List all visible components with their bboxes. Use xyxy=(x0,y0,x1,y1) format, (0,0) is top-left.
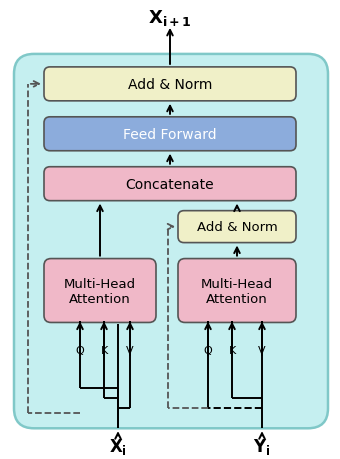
FancyBboxPatch shape xyxy=(14,55,328,428)
Text: K: K xyxy=(228,346,236,356)
Text: $\mathbf{Y_i}$: $\mathbf{Y_i}$ xyxy=(253,437,271,456)
Text: Concatenate: Concatenate xyxy=(126,177,214,191)
Text: Add & Norm: Add & Norm xyxy=(128,78,212,92)
Text: $\mathbf{X_{i+1}}$: $\mathbf{X_{i+1}}$ xyxy=(148,8,192,28)
Text: K: K xyxy=(100,346,108,356)
Text: Q: Q xyxy=(75,346,84,356)
Text: V: V xyxy=(126,346,134,356)
Text: V: V xyxy=(258,346,266,356)
Text: Multi-Head
Attention: Multi-Head Attention xyxy=(64,277,136,305)
Text: Multi-Head
Attention: Multi-Head Attention xyxy=(201,277,273,305)
FancyBboxPatch shape xyxy=(178,211,296,243)
FancyBboxPatch shape xyxy=(44,259,156,323)
FancyBboxPatch shape xyxy=(44,168,296,201)
Text: $\mathbf{X_i}$: $\mathbf{X_i}$ xyxy=(109,437,127,456)
Text: Feed Forward: Feed Forward xyxy=(123,128,217,141)
FancyBboxPatch shape xyxy=(44,68,296,101)
FancyBboxPatch shape xyxy=(44,118,296,151)
FancyBboxPatch shape xyxy=(178,259,296,323)
Text: Q: Q xyxy=(204,346,212,356)
Text: Add & Norm: Add & Norm xyxy=(197,221,277,234)
